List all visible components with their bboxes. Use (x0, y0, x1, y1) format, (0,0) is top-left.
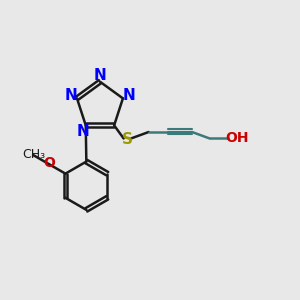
Text: O: O (43, 156, 55, 170)
Text: N: N (94, 68, 106, 83)
Text: CH₃: CH₃ (22, 148, 45, 160)
Text: S: S (122, 132, 133, 147)
Text: N: N (123, 88, 136, 103)
Text: N: N (64, 88, 77, 103)
Text: N: N (77, 124, 90, 139)
Text: OH: OH (225, 131, 248, 145)
